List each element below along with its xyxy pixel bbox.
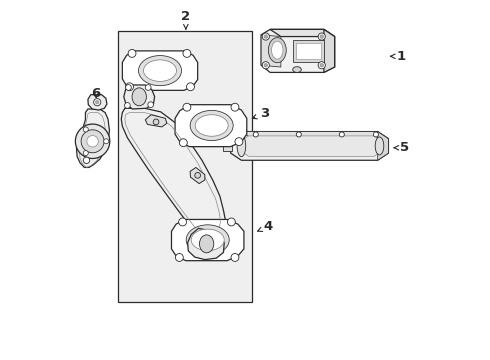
Ellipse shape: [293, 67, 301, 72]
Circle shape: [231, 253, 239, 261]
Circle shape: [296, 132, 301, 137]
Polygon shape: [261, 35, 281, 67]
Circle shape: [318, 33, 325, 40]
Circle shape: [153, 119, 159, 125]
Ellipse shape: [139, 55, 181, 86]
Circle shape: [320, 35, 323, 39]
Polygon shape: [188, 228, 224, 260]
Circle shape: [94, 99, 101, 106]
Circle shape: [125, 83, 133, 91]
Ellipse shape: [269, 38, 286, 63]
Circle shape: [231, 103, 239, 111]
Polygon shape: [231, 132, 389, 160]
Polygon shape: [76, 109, 109, 167]
Circle shape: [320, 63, 323, 67]
Text: 2: 2: [181, 10, 191, 29]
Ellipse shape: [144, 60, 176, 81]
Polygon shape: [124, 85, 155, 109]
Text: 1: 1: [391, 50, 406, 63]
Text: 6: 6: [92, 87, 101, 100]
Circle shape: [175, 253, 183, 261]
Circle shape: [227, 218, 235, 226]
Ellipse shape: [271, 41, 283, 59]
Circle shape: [83, 150, 88, 156]
Circle shape: [128, 49, 136, 57]
Circle shape: [96, 100, 99, 104]
Circle shape: [183, 49, 191, 57]
FancyBboxPatch shape: [294, 40, 324, 62]
Circle shape: [179, 139, 187, 147]
Polygon shape: [242, 136, 381, 156]
Ellipse shape: [237, 135, 245, 157]
Ellipse shape: [195, 115, 228, 136]
Text: 5: 5: [394, 141, 409, 154]
Polygon shape: [122, 51, 197, 90]
Circle shape: [262, 33, 270, 40]
Ellipse shape: [375, 137, 384, 155]
Circle shape: [264, 35, 268, 39]
Circle shape: [87, 135, 98, 147]
Circle shape: [125, 85, 131, 90]
Ellipse shape: [132, 88, 147, 106]
Circle shape: [187, 83, 195, 91]
Circle shape: [318, 62, 325, 69]
Circle shape: [104, 139, 109, 144]
Circle shape: [253, 132, 258, 137]
Polygon shape: [270, 30, 335, 37]
Polygon shape: [261, 30, 335, 72]
Circle shape: [373, 132, 378, 137]
Circle shape: [264, 63, 268, 67]
Ellipse shape: [191, 229, 224, 251]
Circle shape: [148, 102, 153, 108]
Polygon shape: [172, 220, 244, 261]
Circle shape: [83, 127, 88, 132]
Circle shape: [339, 132, 344, 137]
Circle shape: [179, 218, 187, 226]
FancyBboxPatch shape: [296, 42, 320, 59]
Polygon shape: [118, 31, 252, 302]
Polygon shape: [175, 105, 247, 147]
Ellipse shape: [186, 225, 229, 255]
Polygon shape: [378, 132, 389, 160]
Polygon shape: [324, 30, 335, 72]
Circle shape: [146, 85, 151, 90]
Polygon shape: [190, 167, 205, 184]
Polygon shape: [223, 140, 232, 151]
Circle shape: [81, 130, 104, 153]
Circle shape: [262, 62, 270, 69]
Polygon shape: [88, 95, 107, 110]
Polygon shape: [146, 115, 167, 127]
Circle shape: [83, 157, 90, 163]
Circle shape: [195, 172, 200, 178]
Circle shape: [183, 103, 191, 111]
Ellipse shape: [190, 111, 233, 140]
Ellipse shape: [199, 235, 214, 253]
Polygon shape: [242, 132, 389, 139]
Circle shape: [75, 124, 110, 158]
Circle shape: [124, 103, 130, 108]
Text: 3: 3: [252, 107, 270, 120]
Text: 4: 4: [258, 220, 273, 233]
Circle shape: [235, 138, 243, 145]
Polygon shape: [122, 108, 225, 234]
